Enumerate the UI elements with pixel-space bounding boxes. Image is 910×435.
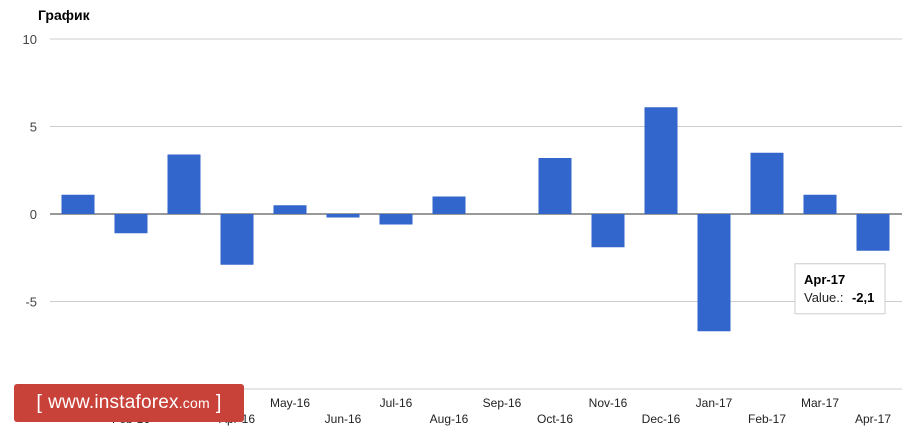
- bar: [697, 214, 731, 332]
- x-tick-label: Jun-16: [325, 412, 362, 426]
- x-tick-label: Aug-16: [430, 412, 469, 426]
- bars: [61, 107, 890, 332]
- tooltip-box: [794, 263, 886, 315]
- x-tick-label: Nov-16: [589, 396, 628, 410]
- y-tick-label: 0: [30, 207, 37, 222]
- bar: [114, 214, 148, 234]
- bar: [167, 154, 201, 214]
- x-tick-label: Jul-16: [380, 396, 413, 410]
- y-tick-label: 10: [23, 32, 37, 47]
- bar: [220, 214, 254, 265]
- bar: [856, 214, 890, 251]
- x-tick-label: Dec-16: [642, 412, 681, 426]
- svg-text:Value.: -2,1: Value.: -2,1: [804, 289, 874, 306]
- watermark-bracket-close: ]: [215, 391, 222, 414]
- bar: [326, 214, 360, 218]
- x-tick-label: Jan-17: [696, 396, 733, 410]
- tooltip-label: Value.:: [804, 290, 844, 305]
- tooltip-title: Apr-17: [804, 272, 845, 287]
- bar: [379, 214, 413, 225]
- chart-title: График: [38, 7, 91, 23]
- bar: [273, 205, 307, 214]
- watermark-bracket-open: [: [36, 391, 43, 414]
- y-tick-label: 5: [30, 120, 37, 135]
- x-tick-label: Mar-17: [801, 396, 839, 410]
- x-tick-label: Sep-16: [483, 396, 522, 410]
- bar: [644, 107, 678, 214]
- tooltip-value: -2,1: [852, 290, 874, 305]
- bar: [61, 194, 95, 214]
- bar: [750, 152, 784, 214]
- x-tick-label: Apr-17: [855, 412, 891, 426]
- bar: [591, 214, 625, 248]
- x-tick-label: Feb-17: [748, 412, 786, 426]
- x-tick-label: Oct-16: [537, 412, 573, 426]
- tooltip: Apr-17 Value.: -2,1: [794, 263, 886, 315]
- instaforex-watermark-logo: [ www.instaforex .com ]: [14, 384, 244, 422]
- watermark-text: www.instaforex: [48, 392, 179, 413]
- bar: [803, 194, 837, 214]
- y-tick-label: -5: [25, 295, 37, 310]
- bar: [432, 196, 466, 214]
- x-tick-label: May-16: [270, 396, 310, 410]
- watermark-domain: .com: [178, 395, 210, 411]
- bar: [538, 158, 572, 214]
- x-axis-tick-labels: Feb-16Apr-16May-16Jun-16Jul-16Aug-16Sep-…: [112, 396, 891, 426]
